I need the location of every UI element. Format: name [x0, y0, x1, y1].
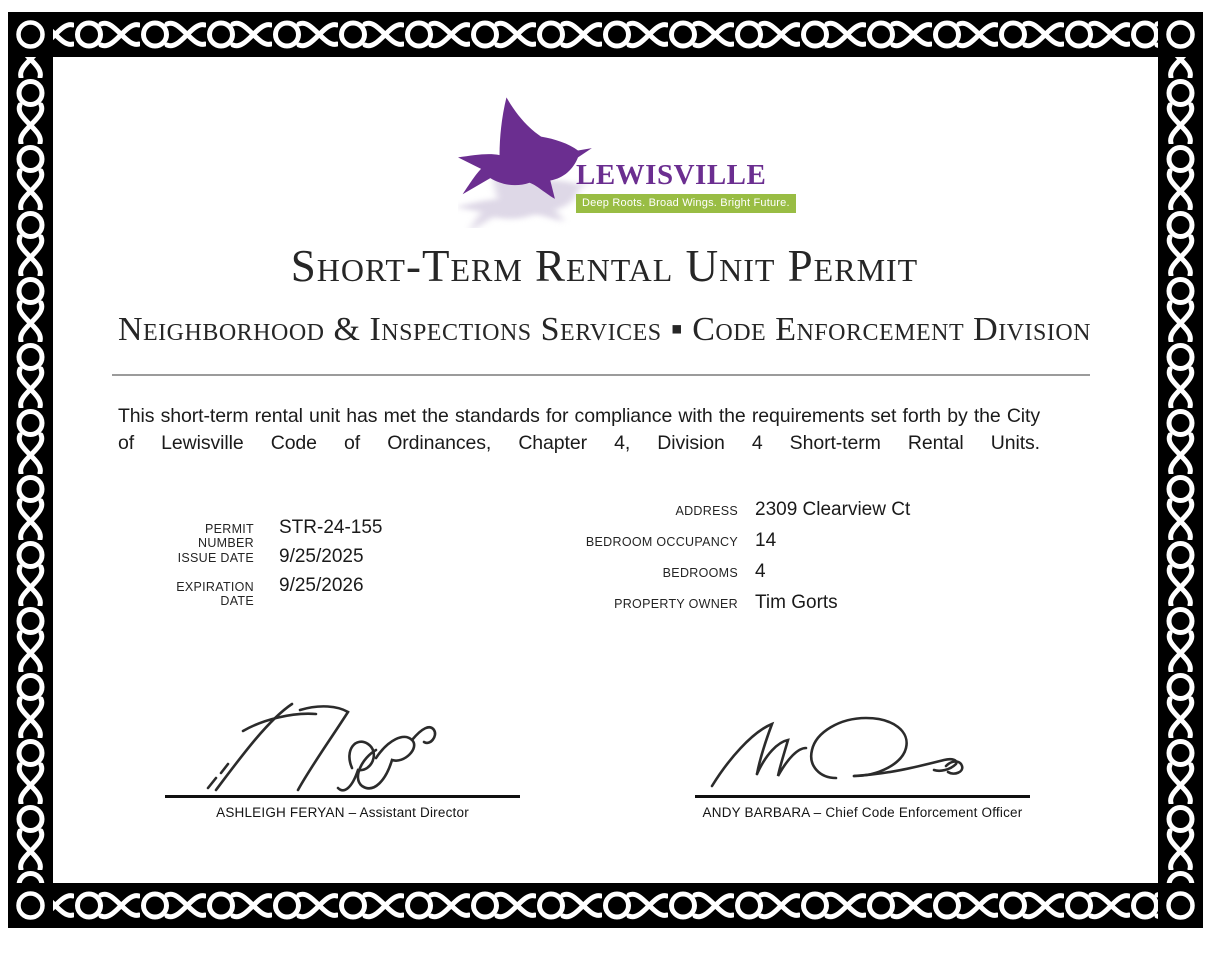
signatory-right: ANDY BARBARA – Chief Code Enforcement Of…	[702, 805, 1023, 820]
field-value: Tim Gorts	[755, 592, 838, 613]
property-details: ADDRESS 2309 Clearview Ct BEDROOM OCCUPA…	[548, 499, 910, 623]
field-value: 9/25/2025	[279, 546, 364, 567]
logo-wordmark: LEWISVILLE	[576, 159, 767, 191]
field-bedroom-occupancy: BEDROOM OCCUPANCY 14	[548, 530, 910, 561]
field-label: PROPERTY OWNER	[614, 597, 738, 611]
field-label: BEDROOM OCCUPANCY	[585, 535, 738, 549]
field-value: 9/25/2026	[279, 575, 364, 596]
signature-line-right	[695, 795, 1030, 798]
signature-line-left	[165, 795, 520, 798]
compliance-statement: This short-term rental unit has met the …	[118, 405, 1040, 454]
lewisville-swallow-bird-icon	[458, 97, 592, 228]
document-subtitle: Neighborhood & Inspections Services ▪ Co…	[117, 311, 1092, 348]
field-value: 4	[755, 561, 766, 582]
field-label: ISSUE DATE	[177, 551, 254, 565]
city-logo: LEWISVILLE Deep Roots. Broad Wings. Brig…	[576, 159, 796, 213]
field-value: STR-24-155	[279, 517, 383, 538]
logo-tagline: Deep Roots. Broad Wings. Bright Future.	[576, 193, 796, 213]
permit-details: PERMIT NUMBER STR-24-155 ISSUE DATE 9/25…	[150, 517, 383, 608]
field-issue-date: ISSUE DATE 9/25/2025	[150, 546, 383, 575]
field-permit-number: PERMIT NUMBER STR-24-155	[150, 517, 383, 550]
field-bedrooms: BEDROOMS 4	[548, 561, 910, 592]
field-value: 14	[755, 530, 777, 551]
field-label: BEDROOMS	[662, 566, 738, 580]
signature-code-enforcement-officer-icon	[710, 716, 964, 788]
document-title: Short-Term Rental Unit Permit	[290, 241, 919, 291]
field-label: PERMIT NUMBER	[198, 522, 254, 550]
signatory-left: ASHLEIGH FERYAN – Assistant Director	[216, 805, 469, 820]
field-value: 2309 Clearview Ct	[755, 499, 911, 520]
field-expiration-date: EXPIRATION DATE 9/25/2026	[150, 575, 383, 608]
field-address: ADDRESS 2309 Clearview Ct	[548, 499, 910, 530]
divider-rule	[112, 374, 1090, 376]
field-label: ADDRESS	[675, 504, 738, 518]
field-label: EXPIRATION DATE	[176, 580, 254, 608]
signature-assistant-director-icon	[206, 702, 437, 792]
field-property-owner: PROPERTY OWNER Tim Gorts	[548, 592, 910, 623]
